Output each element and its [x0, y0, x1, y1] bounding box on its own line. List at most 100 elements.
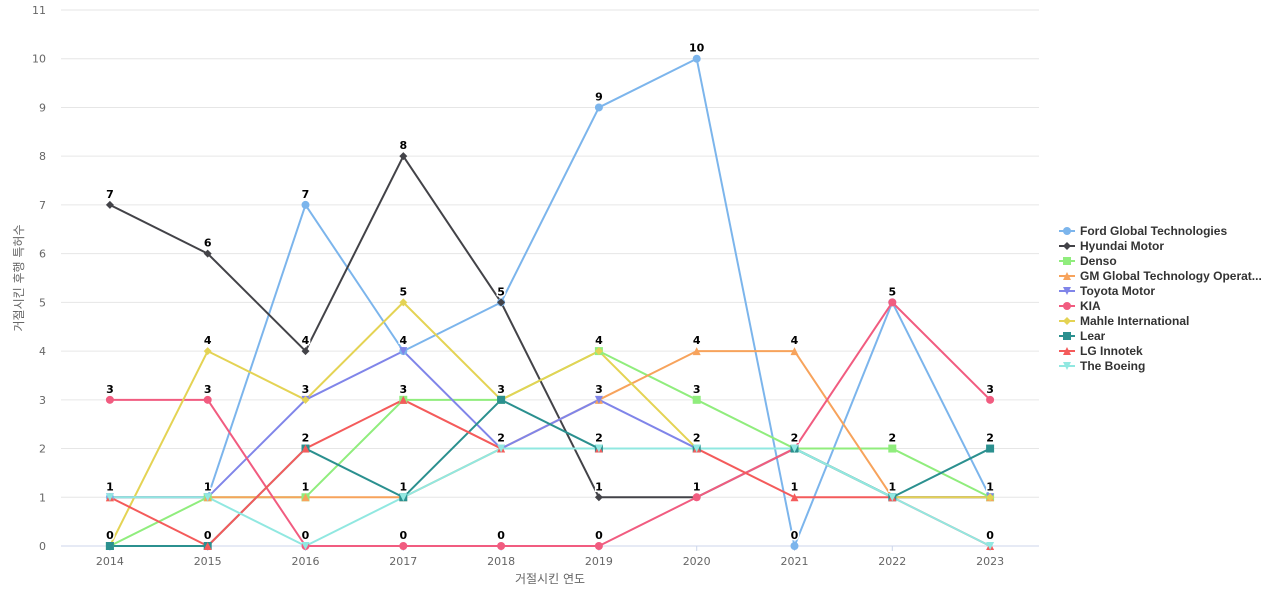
data-label: 0: [302, 529, 310, 542]
legend-marker-icon: [1063, 332, 1071, 340]
legend-item-ford-global-technologies[interactable]: Ford Global Technologies: [1058, 223, 1273, 238]
data-point-hyundai-motor[interactable]: [301, 347, 310, 356]
data-point-hyundai-motor[interactable]: [105, 200, 114, 209]
data-point-kia[interactable]: [105, 395, 114, 404]
data-point-ford-global-technologies[interactable]: [301, 200, 310, 209]
data-label: 2: [693, 432, 701, 445]
data-point-gm-global-technology-operat[interactable]: [692, 347, 701, 356]
data-label: 1: [888, 480, 896, 493]
legend-item-mahle-international[interactable]: Mahle International: [1058, 313, 1273, 328]
data-point-the-boeing[interactable]: [301, 542, 310, 550]
series-line-lear[interactable]: [109, 398, 991, 547]
data-label: 3: [399, 383, 407, 396]
data-label: 1: [106, 480, 114, 493]
legend-marker-icon: [1063, 317, 1071, 325]
legend-label: Mahle International: [1080, 313, 1190, 328]
data-point-the-boeing[interactable]: [888, 493, 897, 502]
data-point-hyundai-motor[interactable]: [203, 249, 212, 258]
data-point-hyundai-motor[interactable]: [497, 298, 506, 307]
data-point-kia[interactable]: [203, 395, 212, 404]
data-label: 4: [399, 334, 407, 347]
data-point-lg-innotek[interactable]: [399, 395, 408, 404]
data-label: 1: [693, 480, 701, 493]
data-point-mahle-international[interactable]: [301, 395, 310, 404]
data-point-kia[interactable]: [692, 493, 701, 502]
data-label: 1: [399, 480, 407, 493]
series-line-the-boeing[interactable]: [109, 447, 991, 547]
data-point-toyota-motor[interactable]: [399, 347, 408, 356]
legend-symbol-icon: [1059, 242, 1075, 250]
data-point-mahle-international[interactable]: [594, 347, 603, 356]
data-point-the-boeing[interactable]: [594, 444, 603, 453]
data-point-kia[interactable]: [986, 395, 995, 404]
data-point-hyundai-motor[interactable]: [594, 493, 603, 502]
legend-item-kia[interactable]: KIA: [1058, 298, 1273, 313]
x-axis: 2014 2015 2016 2017 2018 2019 2020 2021 2022 2023: [96, 546, 1004, 568]
data-point-the-boeing[interactable]: [105, 493, 114, 502]
data-label: 0: [595, 529, 603, 542]
data-point-kia[interactable]: [888, 298, 897, 307]
legend-symbol-icon: [1059, 317, 1075, 325]
legend-marker-icon: [1063, 272, 1071, 280]
data-point-lear[interactable]: [497, 395, 506, 404]
data-label: 2: [986, 432, 994, 445]
gridlines: [61, 9, 1039, 547]
data-point-mahle-international[interactable]: [986, 493, 995, 502]
data-label: 3: [595, 383, 603, 396]
x-tick-label: 2020: [683, 555, 711, 568]
y-tick-label: 8: [39, 150, 46, 163]
data-point-ford-global-technologies[interactable]: [594, 103, 603, 112]
data-point-lear[interactable]: [105, 542, 114, 550]
data-label: 3: [106, 383, 114, 396]
legend-item-denso[interactable]: Denso: [1058, 253, 1273, 268]
data-label: 9: [595, 90, 603, 103]
data-point-the-boeing[interactable]: [399, 493, 408, 502]
data-point-lg-innotek[interactable]: [790, 493, 799, 502]
data-point-lear[interactable]: [986, 444, 995, 453]
data-point-ford-global-technologies[interactable]: [692, 54, 701, 63]
data-label: 7: [302, 188, 310, 201]
series-line-kia[interactable]: [109, 301, 991, 547]
data-label: 3: [204, 383, 212, 396]
y-tick-label: 0: [39, 540, 46, 553]
legend-item-hyundai-motor[interactable]: Hyundai Motor: [1058, 238, 1273, 253]
data-point-lg-innotek[interactable]: [301, 444, 310, 453]
data-point-lg-innotek[interactable]: [203, 542, 212, 550]
data-label: 1: [595, 480, 603, 493]
data-point-mahle-international[interactable]: [203, 347, 212, 356]
legend-item-lg-innotek[interactable]: LG Innotek: [1058, 343, 1273, 358]
data-point-gm-global-technology-operat[interactable]: [790, 347, 799, 356]
data-label: 4: [595, 334, 603, 347]
data-point-gm-global-technology-operat[interactable]: [301, 493, 310, 502]
data-label: 2: [791, 432, 799, 445]
data-point-the-boeing[interactable]: [790, 444, 799, 453]
legend-item-gm-global-technology-operat[interactable]: GM Global Technology Operat...: [1058, 268, 1273, 283]
data-label: 2: [888, 432, 896, 445]
data-label: 4: [791, 334, 799, 347]
data-point-the-boeing[interactable]: [203, 493, 212, 502]
data-point-hyundai-motor[interactable]: [399, 152, 408, 161]
data-point-toyota-motor[interactable]: [594, 395, 603, 404]
data-point-the-boeing[interactable]: [692, 444, 701, 453]
series-line-lg-innotek[interactable]: [109, 398, 991, 547]
data-point-kia[interactable]: [497, 542, 506, 550]
legend-item-lear[interactable]: Lear: [1058, 328, 1273, 343]
data-point-denso[interactable]: [888, 444, 897, 453]
data-point-mahle-international[interactable]: [399, 298, 408, 307]
x-tick-label: 2018: [487, 555, 515, 568]
legend-symbol-icon: [1059, 332, 1075, 340]
data-label: 3: [693, 383, 701, 396]
data-point-denso[interactable]: [692, 395, 701, 404]
data-label: 0: [497, 529, 505, 542]
data-point-kia[interactable]: [594, 542, 603, 550]
x-axis-title: 거절시킨 연도: [515, 572, 585, 586]
y-tick-label: 9: [39, 101, 46, 114]
data-label: 4: [302, 334, 310, 347]
legend-item-the-boeing[interactable]: The Boeing: [1058, 358, 1273, 373]
data-point-the-boeing[interactable]: [497, 444, 506, 453]
data-point-the-boeing[interactable]: [986, 542, 995, 550]
legend-item-toyota-motor[interactable]: Toyota Motor: [1058, 283, 1273, 298]
data-point-ford-global-technologies[interactable]: [790, 542, 799, 550]
x-tick-label: 2021: [781, 555, 809, 568]
data-point-kia[interactable]: [399, 542, 408, 550]
